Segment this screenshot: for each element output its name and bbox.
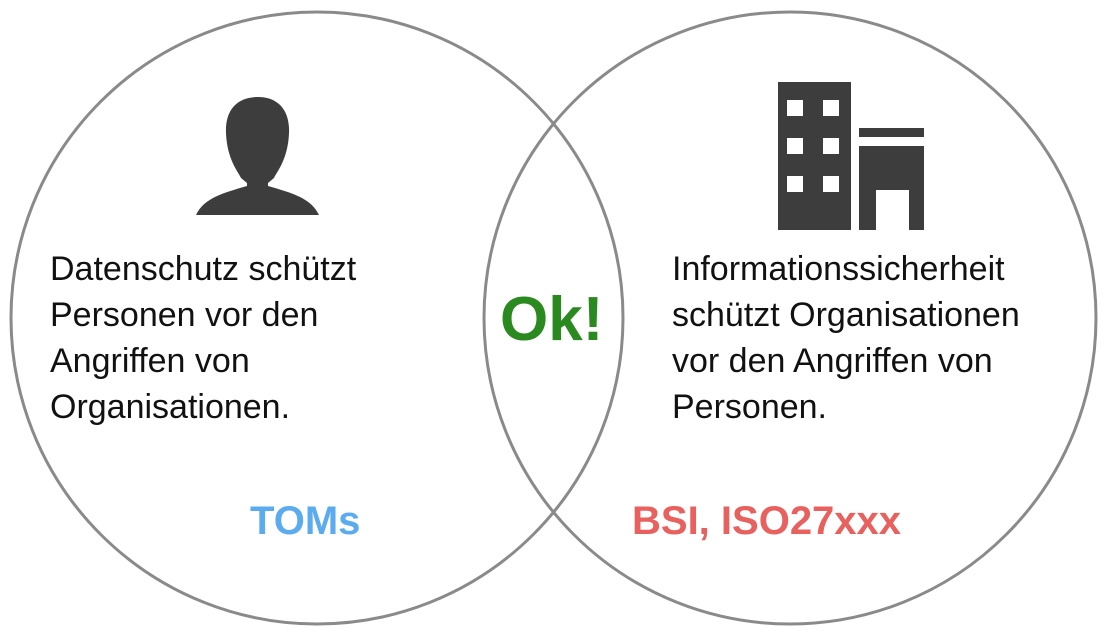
right-tag: BSI, ISO27xxx [632, 499, 902, 543]
right-line: Personen. [672, 388, 827, 426]
center-label: Ok! [500, 285, 604, 354]
left-line: Personen vor den [50, 296, 319, 334]
left-line: Datenschutz schützt [50, 250, 357, 288]
right-line: Informationssicherheit [672, 250, 1005, 288]
left-description: Datenschutz schützt Personen vor den Ang… [50, 246, 356, 430]
right-circle [482, 10, 1098, 626]
right-line: schützt Organisationen [672, 296, 1020, 334]
building-icon [778, 82, 924, 230]
person-icon [196, 97, 319, 215]
left-line: Angriffen von [50, 342, 250, 380]
right-line: vor den Angriffen von [672, 342, 993, 380]
left-line: Organisationen. [50, 388, 291, 426]
left-tag: TOMs [250, 499, 361, 543]
left-circle [9, 10, 625, 626]
right-description: Informationssicherheit schützt Organisat… [672, 246, 1020, 430]
